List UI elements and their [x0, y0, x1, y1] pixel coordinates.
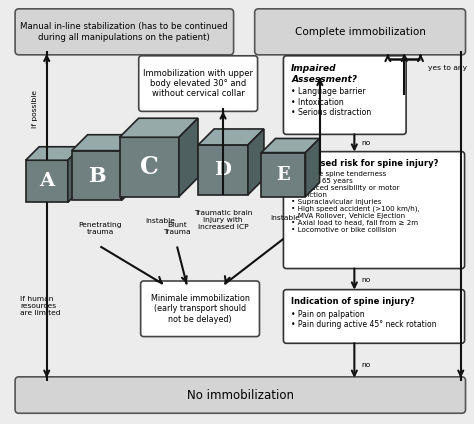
Text: Manual in-line stabilization (has to be continued
during all manipulations on th: Manual in-line stabilization (has to be …	[20, 22, 228, 42]
Text: • Pain on palpation
• Pain during active 45° neck rotation: • Pain on palpation • Pain during active…	[291, 310, 437, 329]
Polygon shape	[198, 145, 248, 195]
FancyBboxPatch shape	[255, 9, 465, 55]
FancyBboxPatch shape	[139, 56, 257, 112]
Polygon shape	[68, 147, 82, 202]
Polygon shape	[261, 153, 305, 197]
Text: no: no	[361, 140, 370, 146]
FancyBboxPatch shape	[141, 281, 259, 337]
Polygon shape	[119, 137, 179, 197]
Text: Minimale immobilization
(early transport should
not be delayed): Minimale immobilization (early transport…	[151, 294, 249, 324]
Text: Complete immobilization: Complete immobilization	[295, 27, 426, 37]
FancyBboxPatch shape	[283, 152, 465, 268]
Text: No immobilization: No immobilization	[187, 388, 294, 402]
Polygon shape	[305, 139, 319, 197]
Text: Traumatic brain
injury with
increased ICP: Traumatic brain injury with increased IC…	[194, 210, 252, 230]
Text: Impaired
Assessment?: Impaired Assessment?	[291, 64, 357, 84]
Text: • Language barrier
• Intoxication
• Serious distraction: • Language barrier • Intoxication • Seri…	[291, 87, 371, 117]
Text: • Midline spine tenderness
• Age ≥ 65 years
• Reduced sensibility or motor
   fu: • Midline spine tenderness • Age ≥ 65 ye…	[291, 171, 420, 233]
Polygon shape	[179, 118, 198, 197]
FancyBboxPatch shape	[283, 56, 406, 134]
Text: If human
resources
are limited: If human resources are limited	[20, 296, 60, 316]
Text: instable: instable	[270, 215, 301, 221]
Polygon shape	[261, 139, 319, 153]
Text: Increased risk for spine injury?: Increased risk for spine injury?	[291, 159, 438, 168]
Text: no: no	[361, 363, 370, 368]
Text: Indication of spine injury?: Indication of spine injury?	[291, 297, 415, 306]
Text: yes to any: yes to any	[428, 65, 467, 71]
Polygon shape	[198, 129, 264, 145]
Text: D: D	[215, 161, 232, 179]
Polygon shape	[119, 118, 198, 137]
FancyBboxPatch shape	[15, 9, 234, 55]
Polygon shape	[72, 135, 137, 151]
Text: C: C	[140, 155, 159, 179]
Text: Immobilization with upper
body elevated 30° and
without cervical collar: Immobilization with upper body elevated …	[143, 69, 253, 98]
Polygon shape	[26, 160, 68, 202]
Text: A: A	[39, 172, 55, 190]
Text: E: E	[277, 166, 290, 184]
Text: stable: stable	[229, 164, 252, 170]
Polygon shape	[26, 147, 82, 160]
Text: Blunt
Trauma: Blunt Trauma	[163, 222, 191, 234]
Polygon shape	[121, 135, 137, 201]
FancyBboxPatch shape	[283, 290, 465, 343]
Polygon shape	[72, 151, 121, 201]
Polygon shape	[248, 129, 264, 195]
Text: instable: instable	[145, 218, 175, 224]
Text: B: B	[88, 166, 105, 186]
Text: no: no	[361, 277, 370, 283]
Text: Penetrating
trauma: Penetrating trauma	[79, 222, 122, 234]
FancyBboxPatch shape	[15, 377, 465, 413]
Text: If possible: If possible	[32, 90, 38, 128]
